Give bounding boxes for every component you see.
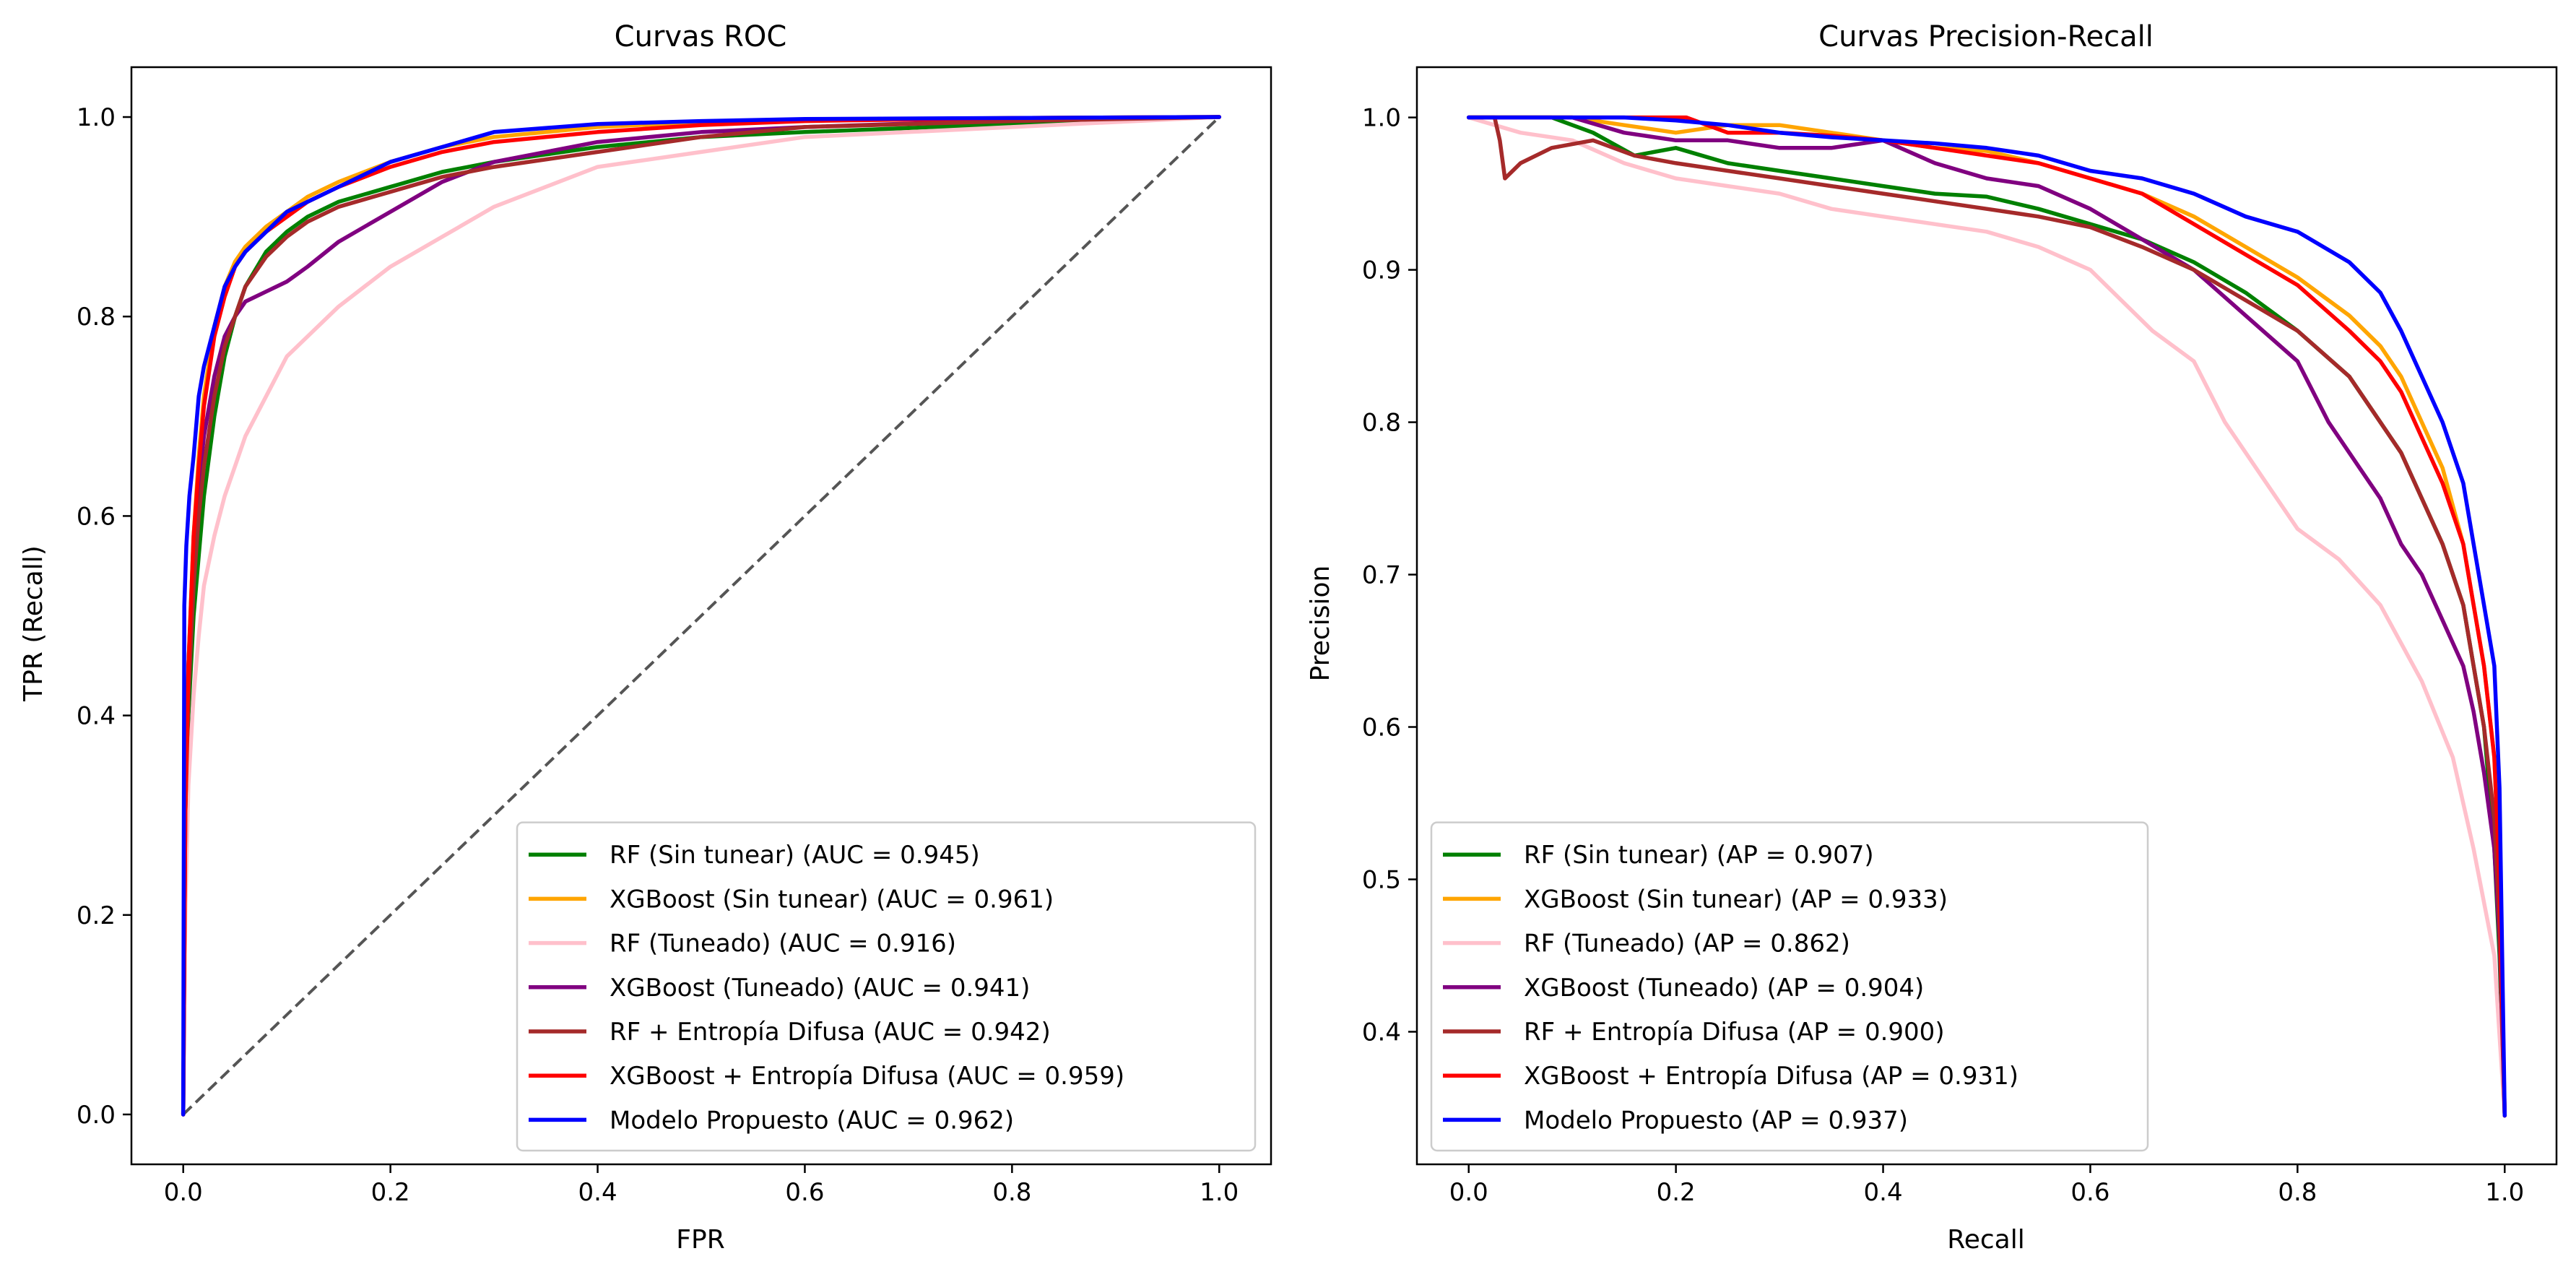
pr-y-tick-label: 0.5 — [1362, 865, 1401, 894]
pr-legend-label: RF (Tuneado) (AP = 0.862) — [1524, 930, 1850, 958]
pr-legend-label: XGBoost + Entropía Difusa (AP = 0.931) — [1524, 1062, 2018, 1091]
roc-x-tick-label: 0.6 — [785, 1178, 824, 1207]
roc-x-tick-label: 0.4 — [578, 1178, 617, 1207]
pr-series-line-4 — [1466, 115, 2507, 1118]
roc-legend-label: XGBoost (Tuneado) (AUC = 0.941) — [610, 974, 1030, 1003]
pr-x-tick-label: 0.8 — [2278, 1178, 2317, 1207]
pr-legend-label: XGBoost (Sin tunear) (AP = 0.933) — [1524, 885, 1948, 914]
roc-y-tick-label: 0.8 — [77, 303, 116, 332]
pr-x-tick-label: 0.4 — [1864, 1178, 1903, 1207]
pr-y-tick-label: 0.6 — [1362, 714, 1401, 743]
roc-y-tick-label: 0.0 — [77, 1101, 116, 1130]
roc-legend-label: RF (Sin tunear) (AUC = 0.945) — [610, 841, 980, 870]
roc-y-ticks: 0.0 0.2 0.4 0.6 0.8 1.0 — [77, 103, 131, 1130]
pr-series-line-5 — [1466, 115, 2507, 1118]
roc-series-group — [181, 115, 1222, 1117]
pr-x-ticks: 0.0 0.2 0.4 0.6 0.8 1.0 — [1449, 1164, 2524, 1207]
roc-legend-label: RF (Tuneado) (AUC = 0.916) — [610, 930, 956, 958]
pr-plot-frame — [1415, 66, 2558, 1166]
roc-legend-label: XGBoost + Entropía Difusa (AUC = 0.959) — [610, 1062, 1124, 1091]
pr-y-tick-label: 0.4 — [1362, 1018, 1401, 1047]
pr-legend-frame — [1430, 821, 2149, 1152]
pr-y-ticks: 0.4 0.5 0.6 0.7 0.8 0.9 1.0 — [1362, 104, 1417, 1047]
pr-y-tick-label: 0.8 — [1362, 409, 1401, 438]
pr-xlabel: Recall — [1947, 1225, 2024, 1255]
pr-y-tick-label: 1.0 — [1362, 104, 1401, 133]
roc-panel: Curvas ROC FPR TPR (Recall) 0.0 0.2 0.4 0.6… — [19, 20, 1272, 1255]
roc-legend-label: RF + Entropía Difusa (AUC = 0.942) — [610, 1018, 1051, 1047]
pr-y-tick-label: 0.9 — [1362, 256, 1401, 285]
pr-legend-label: Modelo Propuesto (AP = 0.937) — [1524, 1106, 1908, 1135]
pr-y-tick-label: 0.7 — [1362, 561, 1401, 590]
pr-legend: RF (Sin tunear) (AP = 0.907) XGBoost (Sin… — [1430, 821, 2149, 1152]
roc-legend: RF (Sin tunear) (AUC = 0.945) XGBoost (Si… — [516, 821, 1257, 1152]
roc-title: Curvas ROC — [615, 20, 787, 53]
roc-legend-label: Modelo Propuesto (AUC = 0.962) — [610, 1106, 1014, 1135]
roc-y-tick-label: 1.0 — [77, 103, 116, 132]
pr-title: Curvas Precision-Recall — [1818, 20, 2154, 53]
roc-x-tick-label: 0.2 — [371, 1178, 410, 1207]
roc-y-tick-label: 0.6 — [77, 502, 116, 531]
pr-series-line-3 — [1466, 115, 2507, 1118]
roc-reference-diagonal — [182, 116, 1220, 1116]
pr-panel: Curvas Precision-Recall Recall Precision… — [1306, 20, 2558, 1255]
pr-series-line-2 — [1466, 115, 2507, 1118]
roc-series-line-4 — [181, 115, 1222, 1117]
pr-legend-label: RF (Sin tunear) (AP = 0.907) — [1524, 841, 1874, 870]
roc-x-tick-label: 0.0 — [164, 1178, 203, 1207]
roc-legend-frame — [516, 821, 1257, 1152]
roc-ylabel: TPR (Recall) — [19, 545, 48, 702]
roc-x-tick-label: 0.8 — [992, 1178, 1031, 1207]
roc-series-line-2 — [181, 115, 1222, 1117]
roc-series-line-6 — [181, 115, 1222, 1117]
pr-series-line-6 — [1466, 115, 2507, 1118]
pr-legend-label: RF + Entropía Difusa (AP = 0.900) — [1524, 1018, 1945, 1047]
pr-x-tick-label: 1.0 — [2485, 1178, 2524, 1207]
roc-series-line-0 — [181, 115, 1222, 1117]
pr-series-group — [1466, 115, 2507, 1118]
pr-x-tick-label: 0.0 — [1449, 1178, 1488, 1207]
roc-legend-label: XGBoost (Sin tunear) (AUC = 0.961) — [610, 885, 1054, 914]
roc-y-tick-label: 0.4 — [77, 702, 116, 731]
roc-y-tick-label: 0.2 — [77, 901, 116, 930]
pr-x-tick-label: 0.6 — [2070, 1178, 2109, 1207]
pr-legend-label: XGBoost (Tuneado) (AP = 0.904) — [1524, 974, 1924, 1003]
roc-x-tick-label: 1.0 — [1200, 1178, 1239, 1207]
roc-x-ticks: 0.0 0.2 0.4 0.6 0.8 1.0 — [164, 1164, 1239, 1207]
pr-ylabel: Precision — [1306, 566, 1335, 682]
roc-plot-frame — [130, 66, 1272, 1166]
roc-xlabel: FPR — [676, 1225, 724, 1255]
pr-x-tick-label: 0.2 — [1657, 1178, 1696, 1207]
